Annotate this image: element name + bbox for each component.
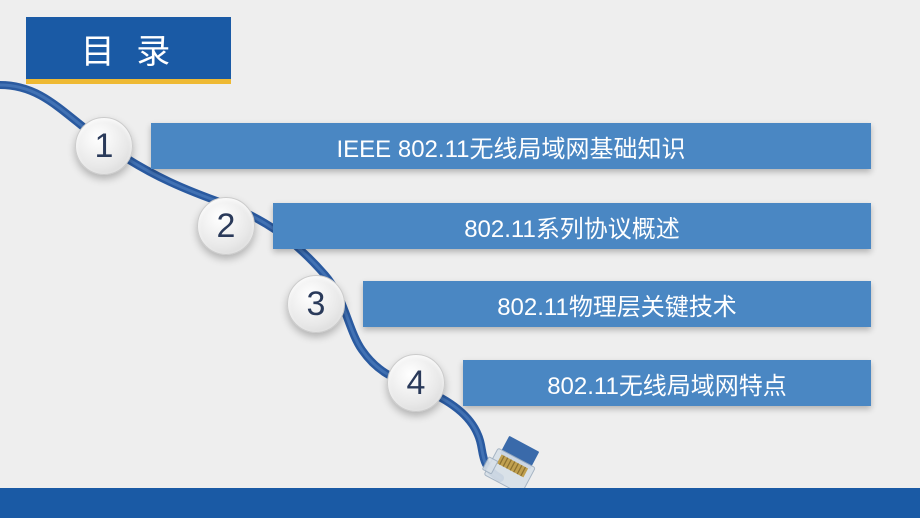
label-bar-2: 802.11系列协议概述 [273,203,871,249]
title-block: 目 录 [26,17,231,79]
label-bar-4: 802.11无线局域网特点 [463,360,871,406]
number-circle-1: 1 [75,117,133,175]
bottom-bar [0,488,920,518]
toc-item-4: 4 802.11无线局域网特点 [387,354,871,412]
label-bar-3: 802.11物理层关键技术 [363,281,871,327]
title-underline [26,79,231,84]
number-1: 1 [95,127,114,166]
label-1-text: IEEE 802.11无线局域网基础知识 [337,129,686,164]
label-4-text: 802.11无线局域网特点 [547,366,787,401]
toc-item-3: 3 802.11物理层关键技术 [287,275,871,333]
number-circle-2: 2 [197,197,255,255]
number-2: 2 [217,207,236,246]
toc-item-1: 1 IEEE 802.11无线局域网基础知识 [75,117,871,175]
toc-item-2: 2 802.11系列协议概述 [197,197,871,255]
label-bar-1: IEEE 802.11无线局域网基础知识 [151,123,871,169]
number-4: 4 [407,364,426,403]
number-circle-3: 3 [287,275,345,333]
number-circle-4: 4 [387,354,445,412]
label-2-text: 802.11系列协议概述 [464,209,680,244]
title-text: 目 录 [81,24,176,73]
label-3-text: 802.11物理层关键技术 [497,287,737,322]
number-3: 3 [307,285,326,324]
